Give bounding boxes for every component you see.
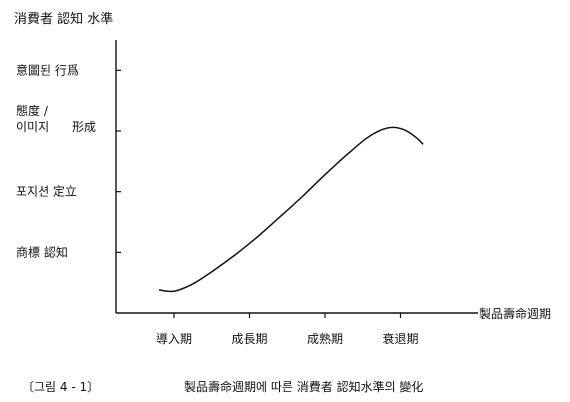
series-line — [158, 126, 424, 293]
y-axis-title: 消費者 認知 水準 — [14, 11, 113, 27]
y-tick-label-line: 態度 / — [16, 103, 49, 118]
caption-text: 製品壽命週期에 따른 消費者 認知水準의 變化 — [184, 379, 423, 394]
y-tick-label: 形成 — [72, 120, 96, 134]
y-tick-label: 意圖된 行爲 — [16, 62, 79, 77]
caption-tag: 〔그림 4 - 1〕 — [22, 380, 99, 394]
x-axis-title: 製品壽命週期 — [479, 306, 551, 321]
y-tick-label: 포지션 定立 — [16, 184, 77, 199]
x-tick-label: 衰退期 — [382, 331, 418, 346]
y-tick-label: 商標 認知 — [16, 244, 68, 259]
x-tick-label: 成長期 — [231, 332, 267, 346]
y-tick-label-line: 이미지 — [16, 120, 49, 134]
x-tick-label: 導入期 — [156, 332, 192, 346]
x-tick-label: 成熟期 — [307, 331, 343, 346]
